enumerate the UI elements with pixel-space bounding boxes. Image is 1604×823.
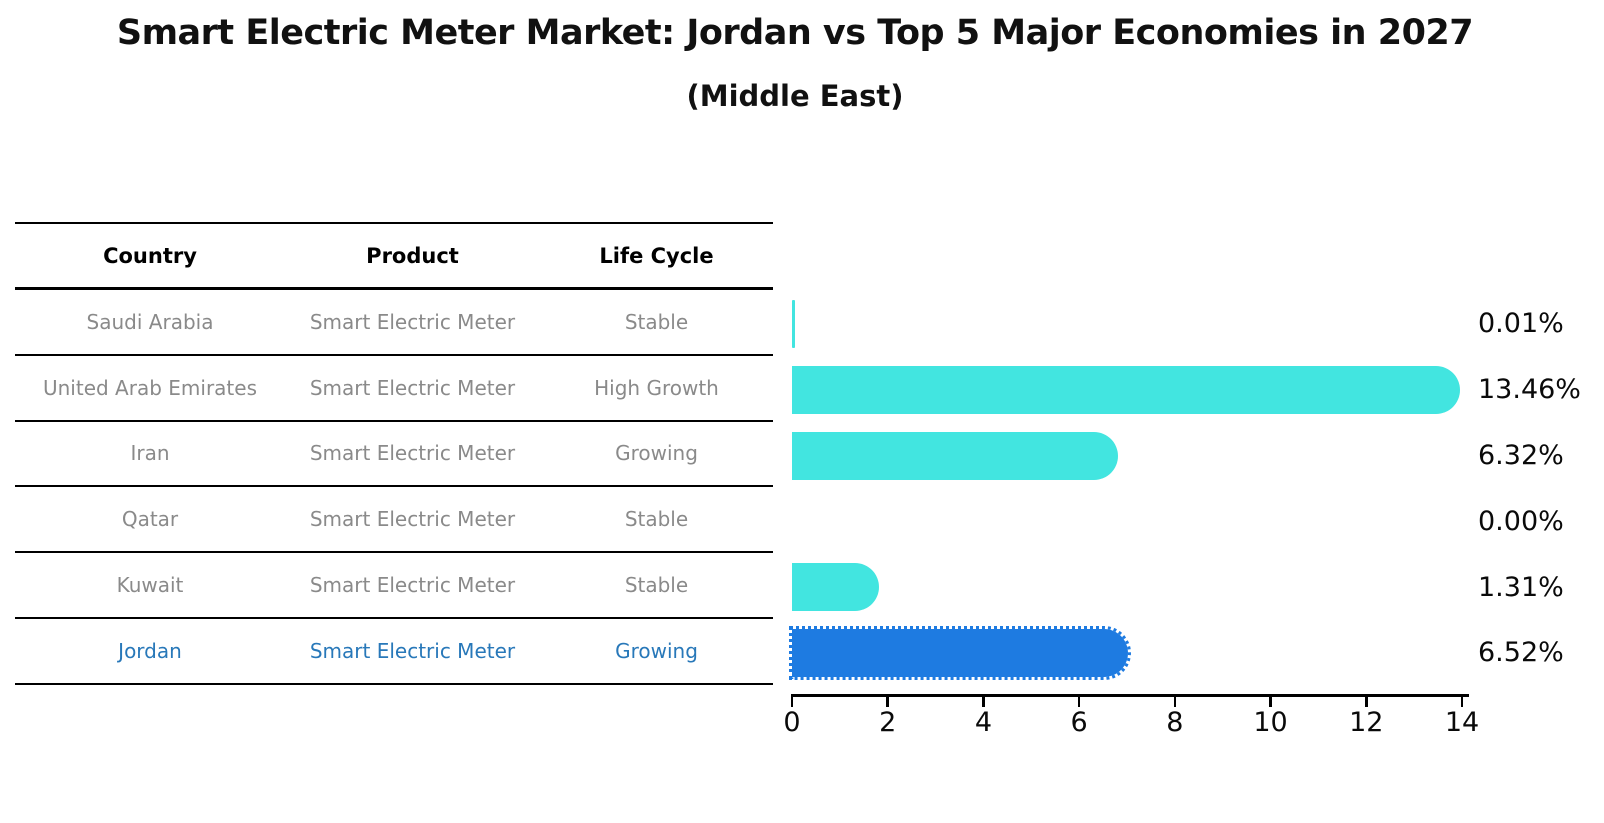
- table-body: Saudi Arabia Smart Electric Meter Stable Un…: [15, 290, 773, 685]
- x-tick-mark-4: [982, 697, 985, 707]
- cell-country-iran: Iran: [130, 441, 170, 466]
- cell-country-qatar: Qatar: [121, 507, 179, 532]
- value-label-iran: 6.32%: [1478, 439, 1564, 471]
- cell-product-qatar: Smart Electric Meter: [309, 507, 516, 532]
- bar-kuwait: [792, 563, 879, 612]
- value-label-united-arab-emirates: 13.46%: [1478, 374, 1581, 406]
- table-row-iran: Iran Smart Electric Meter Growing: [15, 422, 773, 488]
- x-tick-mark-10: [1269, 697, 1272, 707]
- cell-life-cycle-united-arab-emirates: High Growth: [594, 375, 719, 400]
- x-tick-label-12: 12: [1349, 707, 1384, 738]
- x-tick-label-10: 10: [1253, 707, 1288, 738]
- x-axis-line: [791, 694, 1469, 697]
- cell-life-cycle-iran: Growing: [615, 441, 698, 466]
- cell-life-cycle-jordan: Growing: [615, 638, 698, 663]
- bar-united-arab-emirates: [792, 365, 1461, 414]
- table-row-united-arab-emirates: United Arab Emirates Smart Electric Meter…: [15, 356, 773, 422]
- x-tick-label-4: 4: [974, 707, 993, 738]
- table-top-rule: [15, 222, 773, 224]
- cell-life-cycle-kuwait: Stable: [624, 573, 689, 598]
- value-label-jordan: 6.52%: [1478, 637, 1564, 669]
- cell-country-jordan: Jordan: [118, 638, 182, 663]
- bar-iran: [792, 431, 1119, 480]
- table-row-qatar: Qatar Smart Electric Meter Stable: [15, 487, 773, 554]
- table-row-jordan: Jordan Smart Electric Meter Growing: [15, 619, 773, 685]
- table-row-saudi-arabia: Saudi Arabia Smart Electric Meter Stable: [15, 290, 773, 356]
- x-tick-label-6: 6: [1070, 707, 1088, 738]
- x-tick-mark-12: [1365, 697, 1368, 707]
- bar-saudi-arabia: [792, 299, 795, 348]
- table-row-kuwait: Kuwait Smart Electric Meter Stable: [15, 553, 773, 619]
- x-tick-mark-14: [1460, 697, 1464, 707]
- x-tick-mark-8: [1173, 697, 1177, 707]
- x-tick-label-14: 14: [1444, 707, 1480, 738]
- cell-product-kuwait: Smart Electric Meter: [309, 573, 516, 598]
- chart-title: Smart Electric Meter Market: Jordan vs T…: [116, 13, 1474, 53]
- x-tick-mark-2: [886, 697, 889, 707]
- x-tick-label-0: 0: [783, 707, 801, 738]
- cell-product-saudi-arabia: Smart Electric Meter: [309, 309, 516, 334]
- cell-country-saudi-arabia: Saudi Arabia: [86, 309, 214, 334]
- x-tick-mark-0: [790, 697, 794, 707]
- value-label-kuwait: 1.31%: [1478, 571, 1564, 603]
- table-header-row: Country Product Life Cycle: [15, 224, 773, 290]
- x-tick-mark-6: [1077, 697, 1081, 707]
- cell-country-kuwait: Kuwait: [116, 573, 184, 598]
- column-header-life-cycle: Life Cycle: [599, 243, 714, 268]
- country-table: Country Product Life Cycle Saudi Arabia Sma…: [15, 222, 773, 685]
- column-header-country: Country: [103, 243, 197, 268]
- cell-life-cycle-saudi-arabia: Stable: [624, 309, 689, 334]
- value-label-saudi-arabia: 0.01%: [1478, 308, 1564, 340]
- cell-country-united-arab-emirates: United Arab Emirates: [42, 375, 257, 400]
- chart-subtitle: (Middle East): [686, 79, 904, 113]
- x-tick-label-2: 2: [879, 707, 897, 738]
- cell-product-jordan: Smart Electric Meter: [309, 638, 516, 663]
- column-header-product: Product: [366, 243, 459, 268]
- bar-jordan: [788, 625, 1132, 680]
- cell-life-cycle-qatar: Stable: [624, 507, 689, 532]
- cell-product-united-arab-emirates: Smart Electric Meter: [309, 375, 516, 400]
- cell-product-iran: Smart Electric Meter: [309, 441, 516, 466]
- x-tick-label-8: 8: [1166, 707, 1184, 738]
- value-label-qatar: 0.00%: [1478, 505, 1564, 537]
